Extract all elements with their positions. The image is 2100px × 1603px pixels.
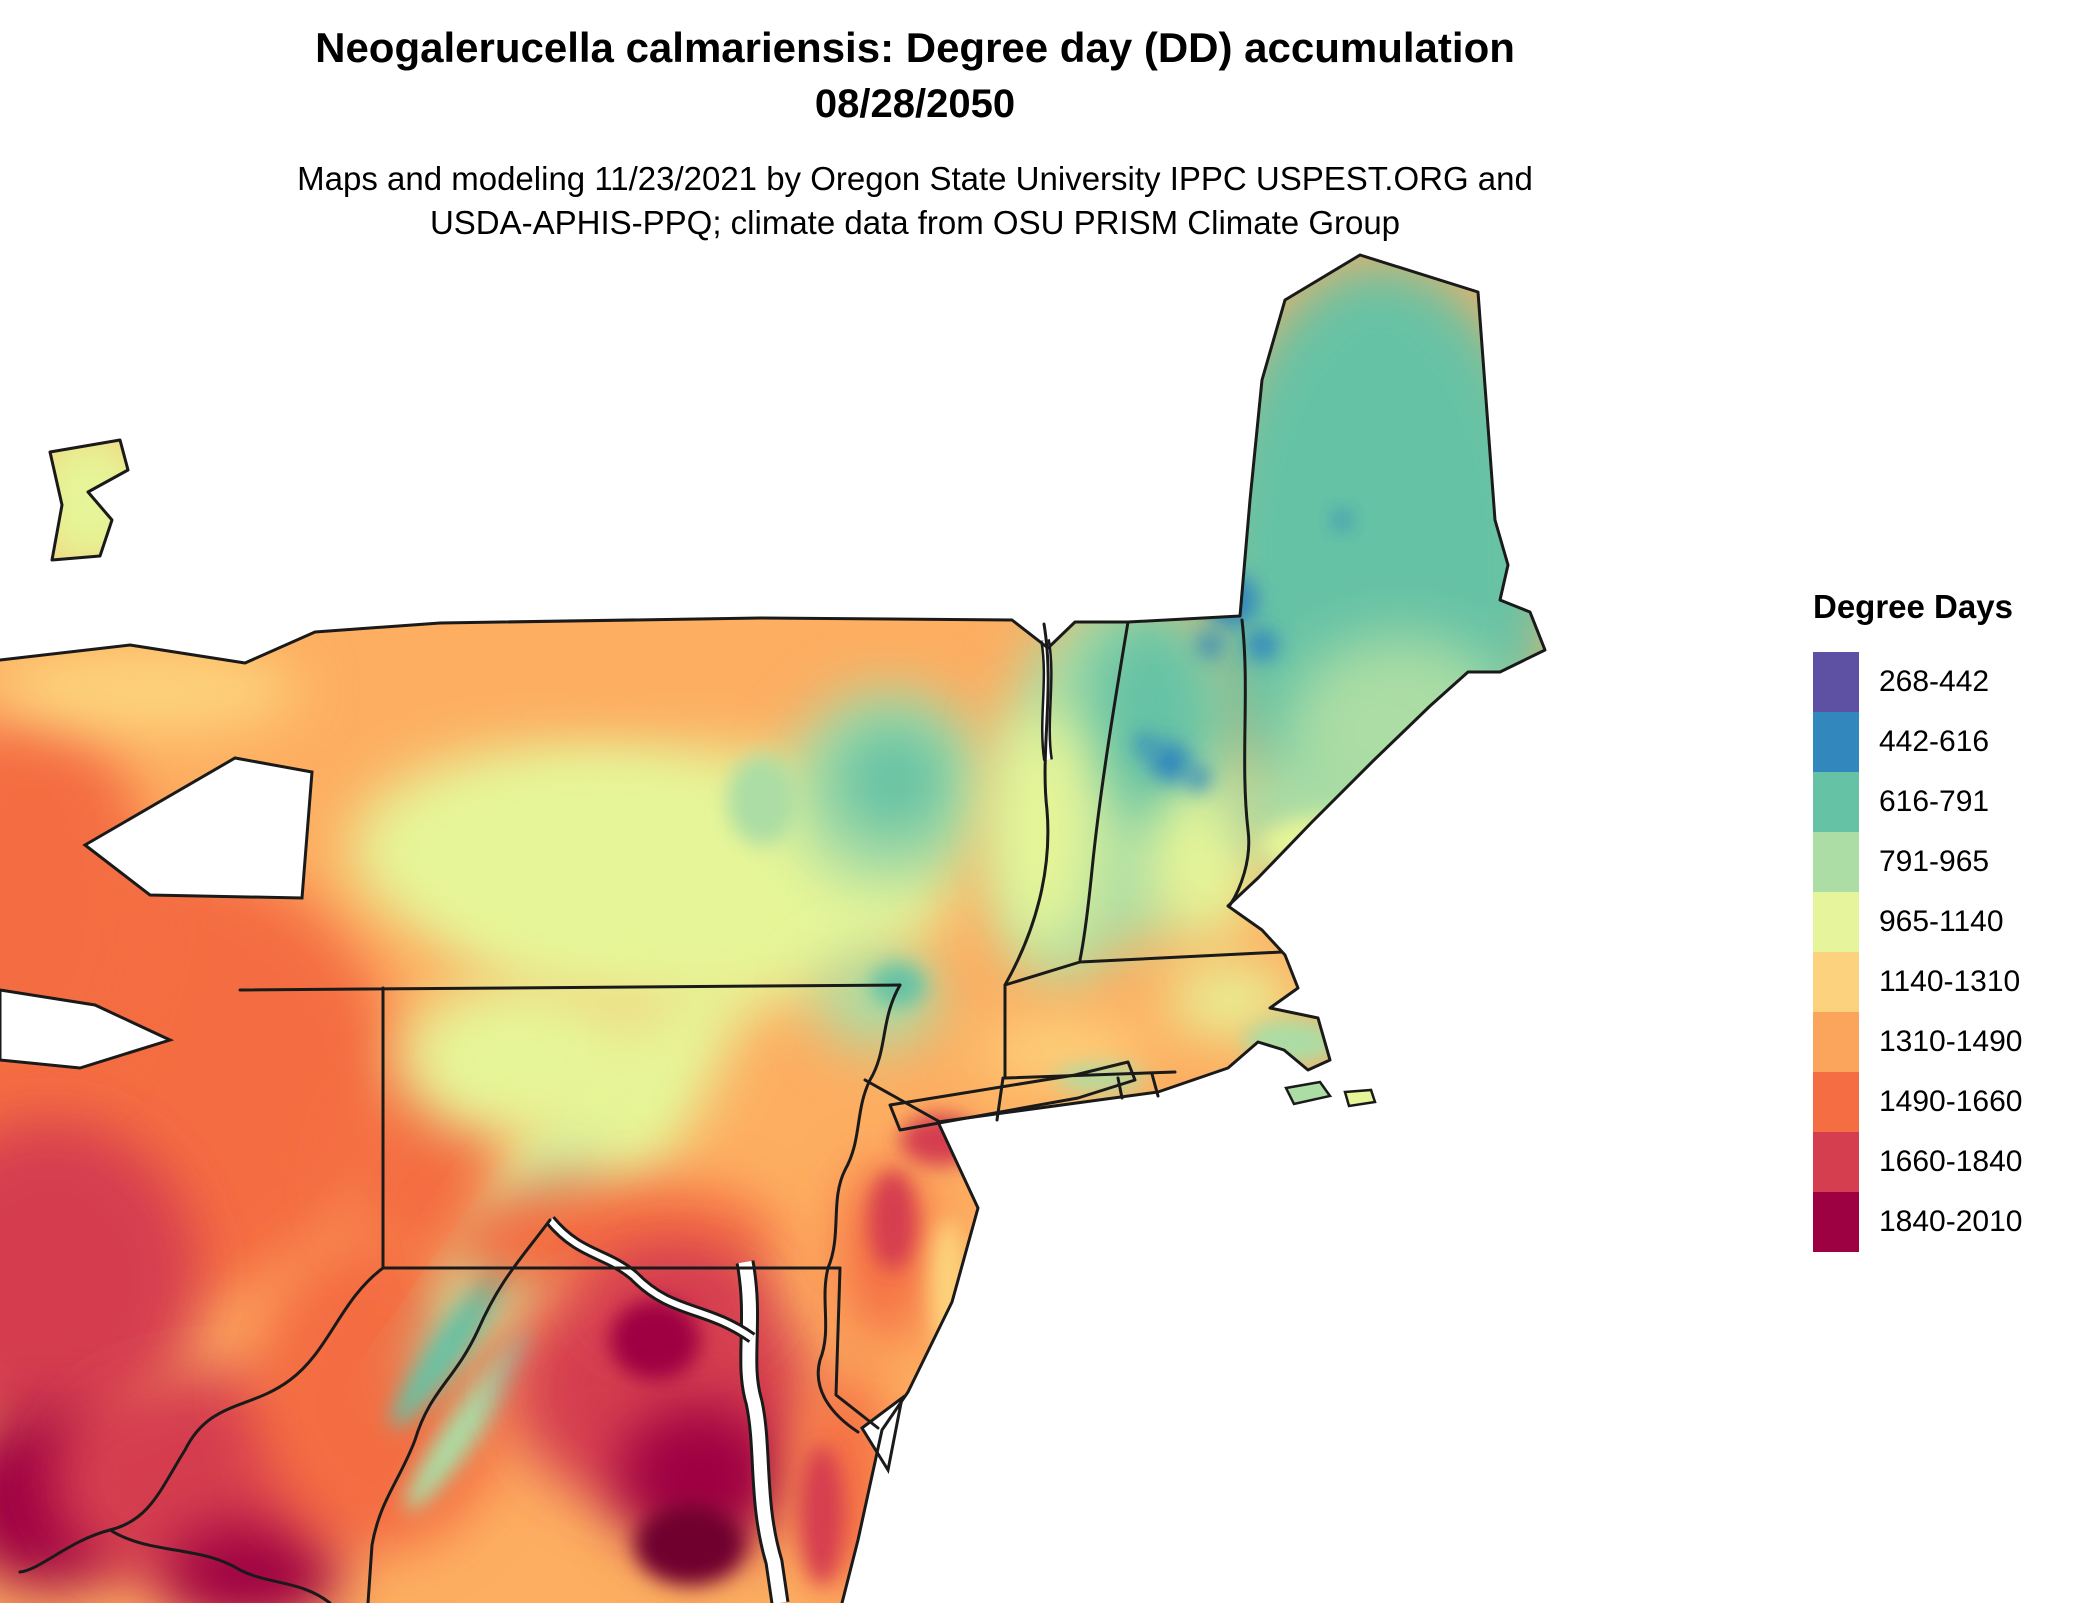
legend-item: 791-965	[1813, 832, 2022, 892]
page-title-date: 08/28/2050	[814, 81, 1016, 126]
legend-item: 965-1140	[1813, 892, 2022, 952]
legend-label: 791-965	[1879, 845, 1990, 878]
nantucket	[1343, 1088, 1377, 1108]
legend-label: 1490-1660	[1879, 1085, 2023, 1118]
legend-item: 1490-1660	[1813, 1072, 2022, 1132]
page-title: Neogalerucella calmariensis: Degree day …	[315, 24, 1515, 71]
caption: Maps and modeling 11/23/2021 by Oregon S…	[0, 157, 1830, 246]
caption-line-2: USDA-APHIS-PPQ; climate data from OSU PR…	[429, 204, 1401, 242]
legend-swatch	[1813, 652, 1859, 712]
legend-item: 1140-1310	[1813, 952, 2022, 1012]
legend-label: 616-791	[1879, 785, 1990, 818]
legend-swatch	[1813, 892, 1859, 952]
legend-label: 1660-1840	[1879, 1145, 2023, 1178]
caption-line-1: Maps and modeling 11/23/2021 by Oregon S…	[297, 159, 1533, 197]
legend-swatch	[1813, 832, 1859, 892]
legend-item: 268-442	[1813, 652, 2022, 712]
marthas-vineyard	[1284, 1080, 1333, 1106]
legend-label: 442-616	[1879, 725, 1990, 758]
header: Neogalerucella calmariensis: Degree day …	[0, 22, 1830, 246]
legend-swatch	[1813, 1132, 1859, 1192]
legend-swatch	[1813, 1192, 1859, 1252]
legend-item: 1310-1490	[1813, 1012, 2022, 1072]
lake-erie	[0, 988, 175, 1070]
legend-items: 268-442 442-616 616-791 791-965 965-1140…	[1813, 652, 2022, 1252]
legend-swatch	[1813, 772, 1859, 832]
legend-label: 1140-1310	[1879, 965, 2021, 998]
legend-swatch	[1813, 952, 1859, 1012]
legend-label: 268-442	[1879, 665, 1990, 698]
legend-label: 1840-2010	[1879, 1205, 2023, 1238]
legend-item: 1660-1840	[1813, 1132, 2022, 1192]
legend: Degree Days 268-442 442-616 616-791 791-…	[1813, 588, 2022, 1252]
legend-swatch	[1813, 1012, 1859, 1072]
state-boundaries	[18, 618, 1284, 1603]
legend-item: 1840-2010	[1813, 1192, 2022, 1252]
legend-swatch	[1813, 1072, 1859, 1132]
legend-swatch	[1813, 712, 1859, 772]
legend-label: 965-1140	[1879, 905, 2004, 938]
topleft-patch-outline	[48, 438, 130, 562]
legend-item: 442-616	[1813, 712, 2022, 772]
legend-label: 1310-1490	[1879, 1025, 2023, 1058]
legend-item: 616-791	[1813, 772, 2022, 832]
degree-day-raster	[0, 255, 1545, 1603]
lake-ontario	[82, 756, 314, 900]
legend-title: Degree Days	[1813, 588, 2013, 625]
